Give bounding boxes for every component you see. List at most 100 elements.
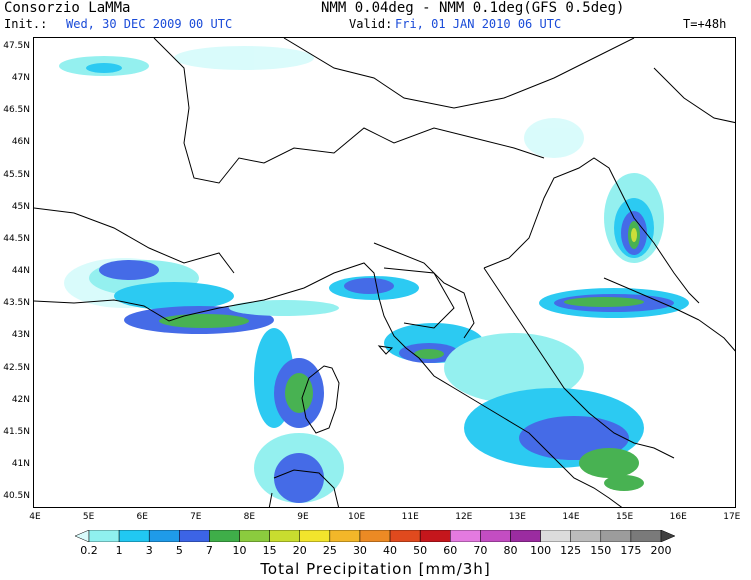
precip-area <box>229 300 339 316</box>
latitude-label: 43.5N <box>3 298 30 309</box>
latitude-label: 43N <box>11 330 30 341</box>
latitude-label: 47N <box>11 73 30 84</box>
latitude-label: 46.5N <box>3 105 30 116</box>
colorbar-threshold-label: 30 <box>352 544 367 557</box>
longitude-label: 6E <box>136 512 148 522</box>
precip-area <box>86 63 122 73</box>
lead-time: T=+48h <box>683 17 727 31</box>
precipitation-map <box>33 37 736 508</box>
coastlines <box>34 38 735 507</box>
colorbar-threshold-label: 1 <box>115 544 123 557</box>
colorbar-threshold-label: 20 <box>292 544 307 557</box>
latitude-label: 41.5N <box>3 426 30 437</box>
longitude-label: 7E <box>190 512 202 522</box>
colorbar-swatch <box>480 530 511 542</box>
precip-area <box>414 349 444 359</box>
border-france-italy <box>34 207 235 274</box>
latitude-label: 46N <box>11 137 30 148</box>
init-value: Wed, 30 DEC 2009 00 UTC <box>66 17 233 31</box>
colorbar-swatch <box>389 530 421 542</box>
longitude-label: 8E <box>243 512 256 522</box>
org-title: Consorzio LaMMa <box>4 0 131 16</box>
latitude-label: 45N <box>11 201 30 212</box>
coastline-adriatic-east <box>483 157 700 304</box>
latitude-label: 44N <box>11 266 30 277</box>
longitude-label: 12E <box>455 512 473 522</box>
colorbar-swatch <box>540 530 571 542</box>
border-northeast <box>653 67 735 124</box>
colorbar-swatch <box>510 530 541 542</box>
colorbar-swatch <box>660 530 675 542</box>
colorbar-threshold-label: 60 <box>443 544 458 557</box>
longitude-label: 9E <box>297 512 309 522</box>
valid-label: Valid: <box>349 17 393 31</box>
border-regions <box>383 267 455 329</box>
colorbar-swatch <box>148 530 180 542</box>
precip-area <box>524 118 584 158</box>
precipitation-colorbar <box>75 530 675 542</box>
colorbar-threshold-label: 175 <box>620 544 642 557</box>
colorbar-threshold-label: 10 <box>232 544 247 557</box>
colorbar-threshold-label: 0.2 <box>80 544 98 557</box>
precip-area <box>579 448 639 478</box>
latitude-label: 40.5N <box>3 491 30 502</box>
latitude-label: 41N <box>11 458 30 469</box>
colorbar-swatch <box>600 530 632 542</box>
colorbar-threshold-label: 5 <box>175 544 183 557</box>
colorbar-threshold-label: 100 <box>530 544 552 557</box>
precip-area <box>114 282 234 310</box>
colorbar-swatch <box>299 530 331 542</box>
colorbar-threshold-label: 200 <box>650 544 672 557</box>
precip-area <box>285 373 313 413</box>
precip-area <box>631 228 637 242</box>
precip-area <box>444 333 584 403</box>
longitude-label: 4E <box>29 512 41 522</box>
longitude-label: 5E <box>82 512 95 522</box>
longitude-label: 16E <box>669 512 687 522</box>
precip-area <box>99 260 159 280</box>
colorbar-swatch <box>75 530 90 542</box>
precip-area <box>604 475 644 491</box>
coastline-dalmatia <box>603 277 700 321</box>
precip-area <box>274 453 324 503</box>
island-sardinia <box>268 469 340 507</box>
colorbar-swatch <box>179 530 210 542</box>
border-north <box>283 38 635 109</box>
init-label: Init.: <box>4 17 48 31</box>
longitude-label: 11E <box>401 512 419 522</box>
model-title: NMM 0.04deg - NMM 0.1deg(GFS 0.5deg) <box>321 0 625 16</box>
colorbar-swatch <box>419 530 451 542</box>
colorbar-threshold-label: 3 <box>145 544 153 557</box>
map-canvas <box>34 38 735 507</box>
colorbar-swatch <box>118 530 150 542</box>
longitude-label: 13E <box>508 512 526 522</box>
longitude-label: 17E <box>723 512 741 522</box>
colorbar-swatch <box>239 530 270 542</box>
island-corsica <box>301 365 340 434</box>
coastline-adriatic-west <box>483 267 675 459</box>
colorbar-threshold-label: 80 <box>503 544 518 557</box>
latitude-label: 44.5N <box>3 233 30 244</box>
longitude-label: 15E <box>616 512 634 522</box>
latitude-label: 47.5N <box>3 41 30 51</box>
longitude-label: 14E <box>562 512 580 522</box>
colorbar-threshold-label: 70 <box>473 544 488 557</box>
colorbar-swatch <box>329 530 361 542</box>
island-elba <box>377 345 394 355</box>
valid-value: Fri, 01 JAN 2010 06 UTC <box>395 17 562 31</box>
latitude-label: 45.5N <box>3 169 30 180</box>
colorbar-threshold-label: 25 <box>322 544 337 557</box>
border-regions <box>373 242 475 339</box>
coastline-west <box>34 262 623 507</box>
longitude-label: 10E <box>348 512 366 522</box>
colorbar-swatch <box>269 530 300 542</box>
latitude-label: 42.5N <box>3 362 30 373</box>
colorbar-threshold-label: 15 <box>262 544 277 557</box>
precip-area <box>174 46 314 70</box>
colorbar-threshold-label: 40 <box>383 544 398 557</box>
colorbar-swatch <box>209 530 240 542</box>
coastline-balkans <box>698 319 735 352</box>
colorbar-swatch <box>450 530 481 542</box>
latitude-label: 42N <box>11 394 30 405</box>
colorbar-swatch <box>88 530 120 542</box>
